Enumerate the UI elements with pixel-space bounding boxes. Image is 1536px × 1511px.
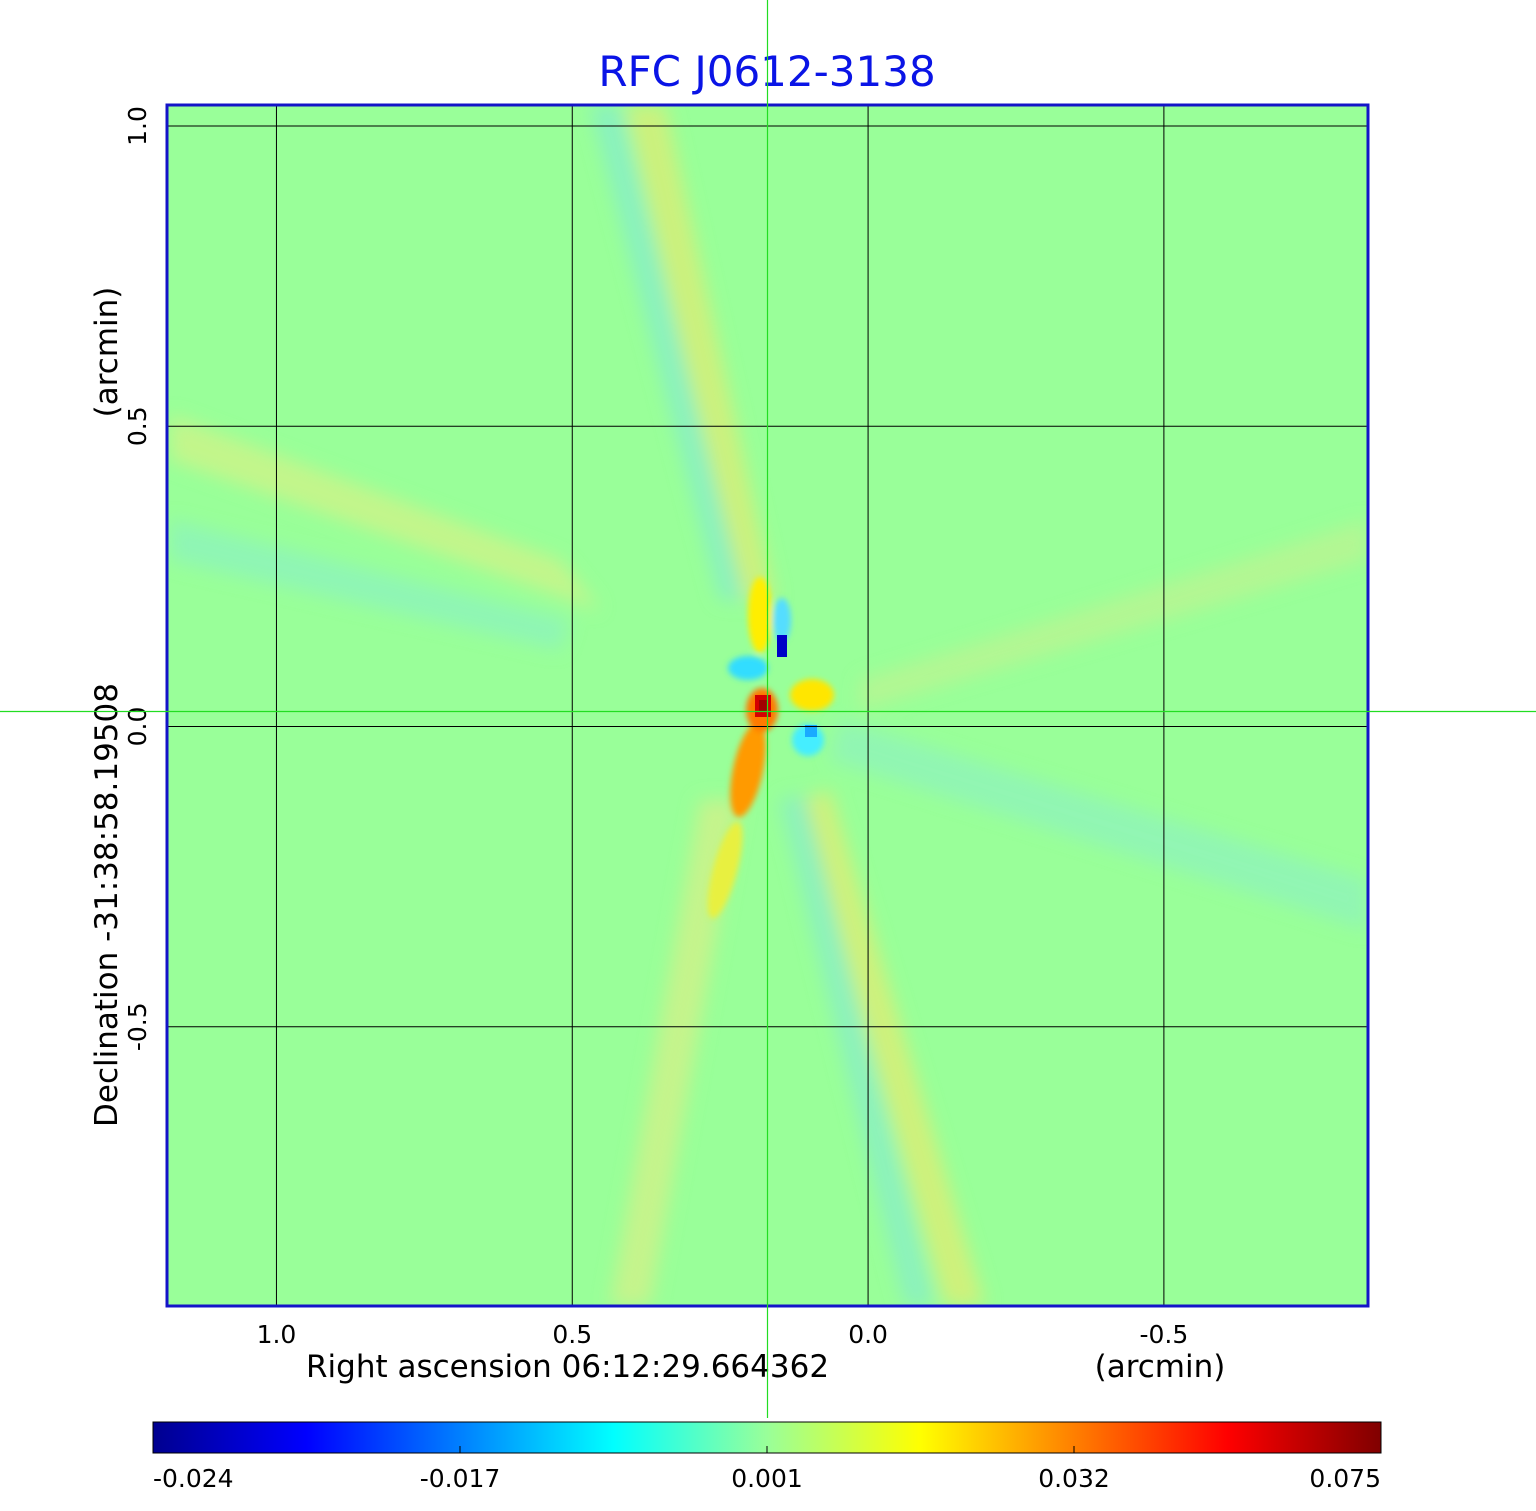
orange-jet-lower: [730, 722, 766, 818]
x-tick-label: 0.5: [552, 1320, 592, 1349]
streak-top-cyan: [590, 105, 745, 600]
streak-right-yellow: [860, 520, 1368, 710]
colorbar-tick-label: -0.024: [153, 1464, 234, 1493]
colorbar-tick-label: -0.017: [420, 1464, 501, 1493]
streak-left-yellow: [170, 415, 600, 610]
y-tick-labels: 1.0 0.5 0.0 -0.5: [123, 106, 152, 1051]
streak-low-left-yellow: [610, 800, 740, 1306]
x-axis-unit: (arcmin): [1095, 1349, 1226, 1385]
streak-top-yellow: [625, 105, 775, 600]
x-tick-label: 0.0: [848, 1320, 888, 1349]
streak-right-cyan: [830, 720, 1368, 930]
minimum-blue-blob: [777, 635, 787, 657]
x-tick-label: 1.0: [257, 1320, 297, 1349]
y-axis-label: Declination -31:38:58.19508: [89, 683, 125, 1127]
streak-low-right-yellow: [800, 790, 985, 1306]
x-tick-label: -0.5: [1139, 1320, 1188, 1349]
streak-low-right-cyan: [780, 795, 935, 1306]
sidelobe-streaks: [170, 105, 1368, 1306]
yellow-lobe-upper: [748, 577, 772, 653]
cyan-patch-left: [728, 656, 768, 680]
peak-center: [759, 700, 767, 712]
y-tick-label: 0.0: [123, 707, 152, 747]
blue-blob-right: [805, 725, 817, 737]
crosshair: [0, 0, 1536, 1418]
yellow-lobe-right: [790, 679, 834, 711]
colorbar-tick-label: 0.032: [1038, 1464, 1110, 1493]
y-tick-label: -0.5: [123, 1002, 152, 1051]
x-tick-labels: 1.0 0.5 0.0 -0.5: [257, 1320, 1189, 1349]
cyan-lobe-upper-right: [773, 598, 791, 642]
y-tick-label: 1.0: [123, 106, 152, 146]
colorbar-ticks: -0.024 -0.017 0.001 0.032 0.075: [152, 1446, 1382, 1493]
streak-left-cyan: [170, 520, 570, 650]
y-axis-unit: (arcmin): [89, 287, 125, 418]
x-axis-label: Right ascension 06:12:29.664362: [306, 1349, 829, 1385]
yellow-jet-lower: [707, 821, 743, 919]
y-tick-label: 0.5: [123, 406, 152, 446]
colorbar-tick-label: 0.001: [731, 1464, 803, 1493]
colorbar-tick-label: 0.075: [1309, 1464, 1381, 1493]
